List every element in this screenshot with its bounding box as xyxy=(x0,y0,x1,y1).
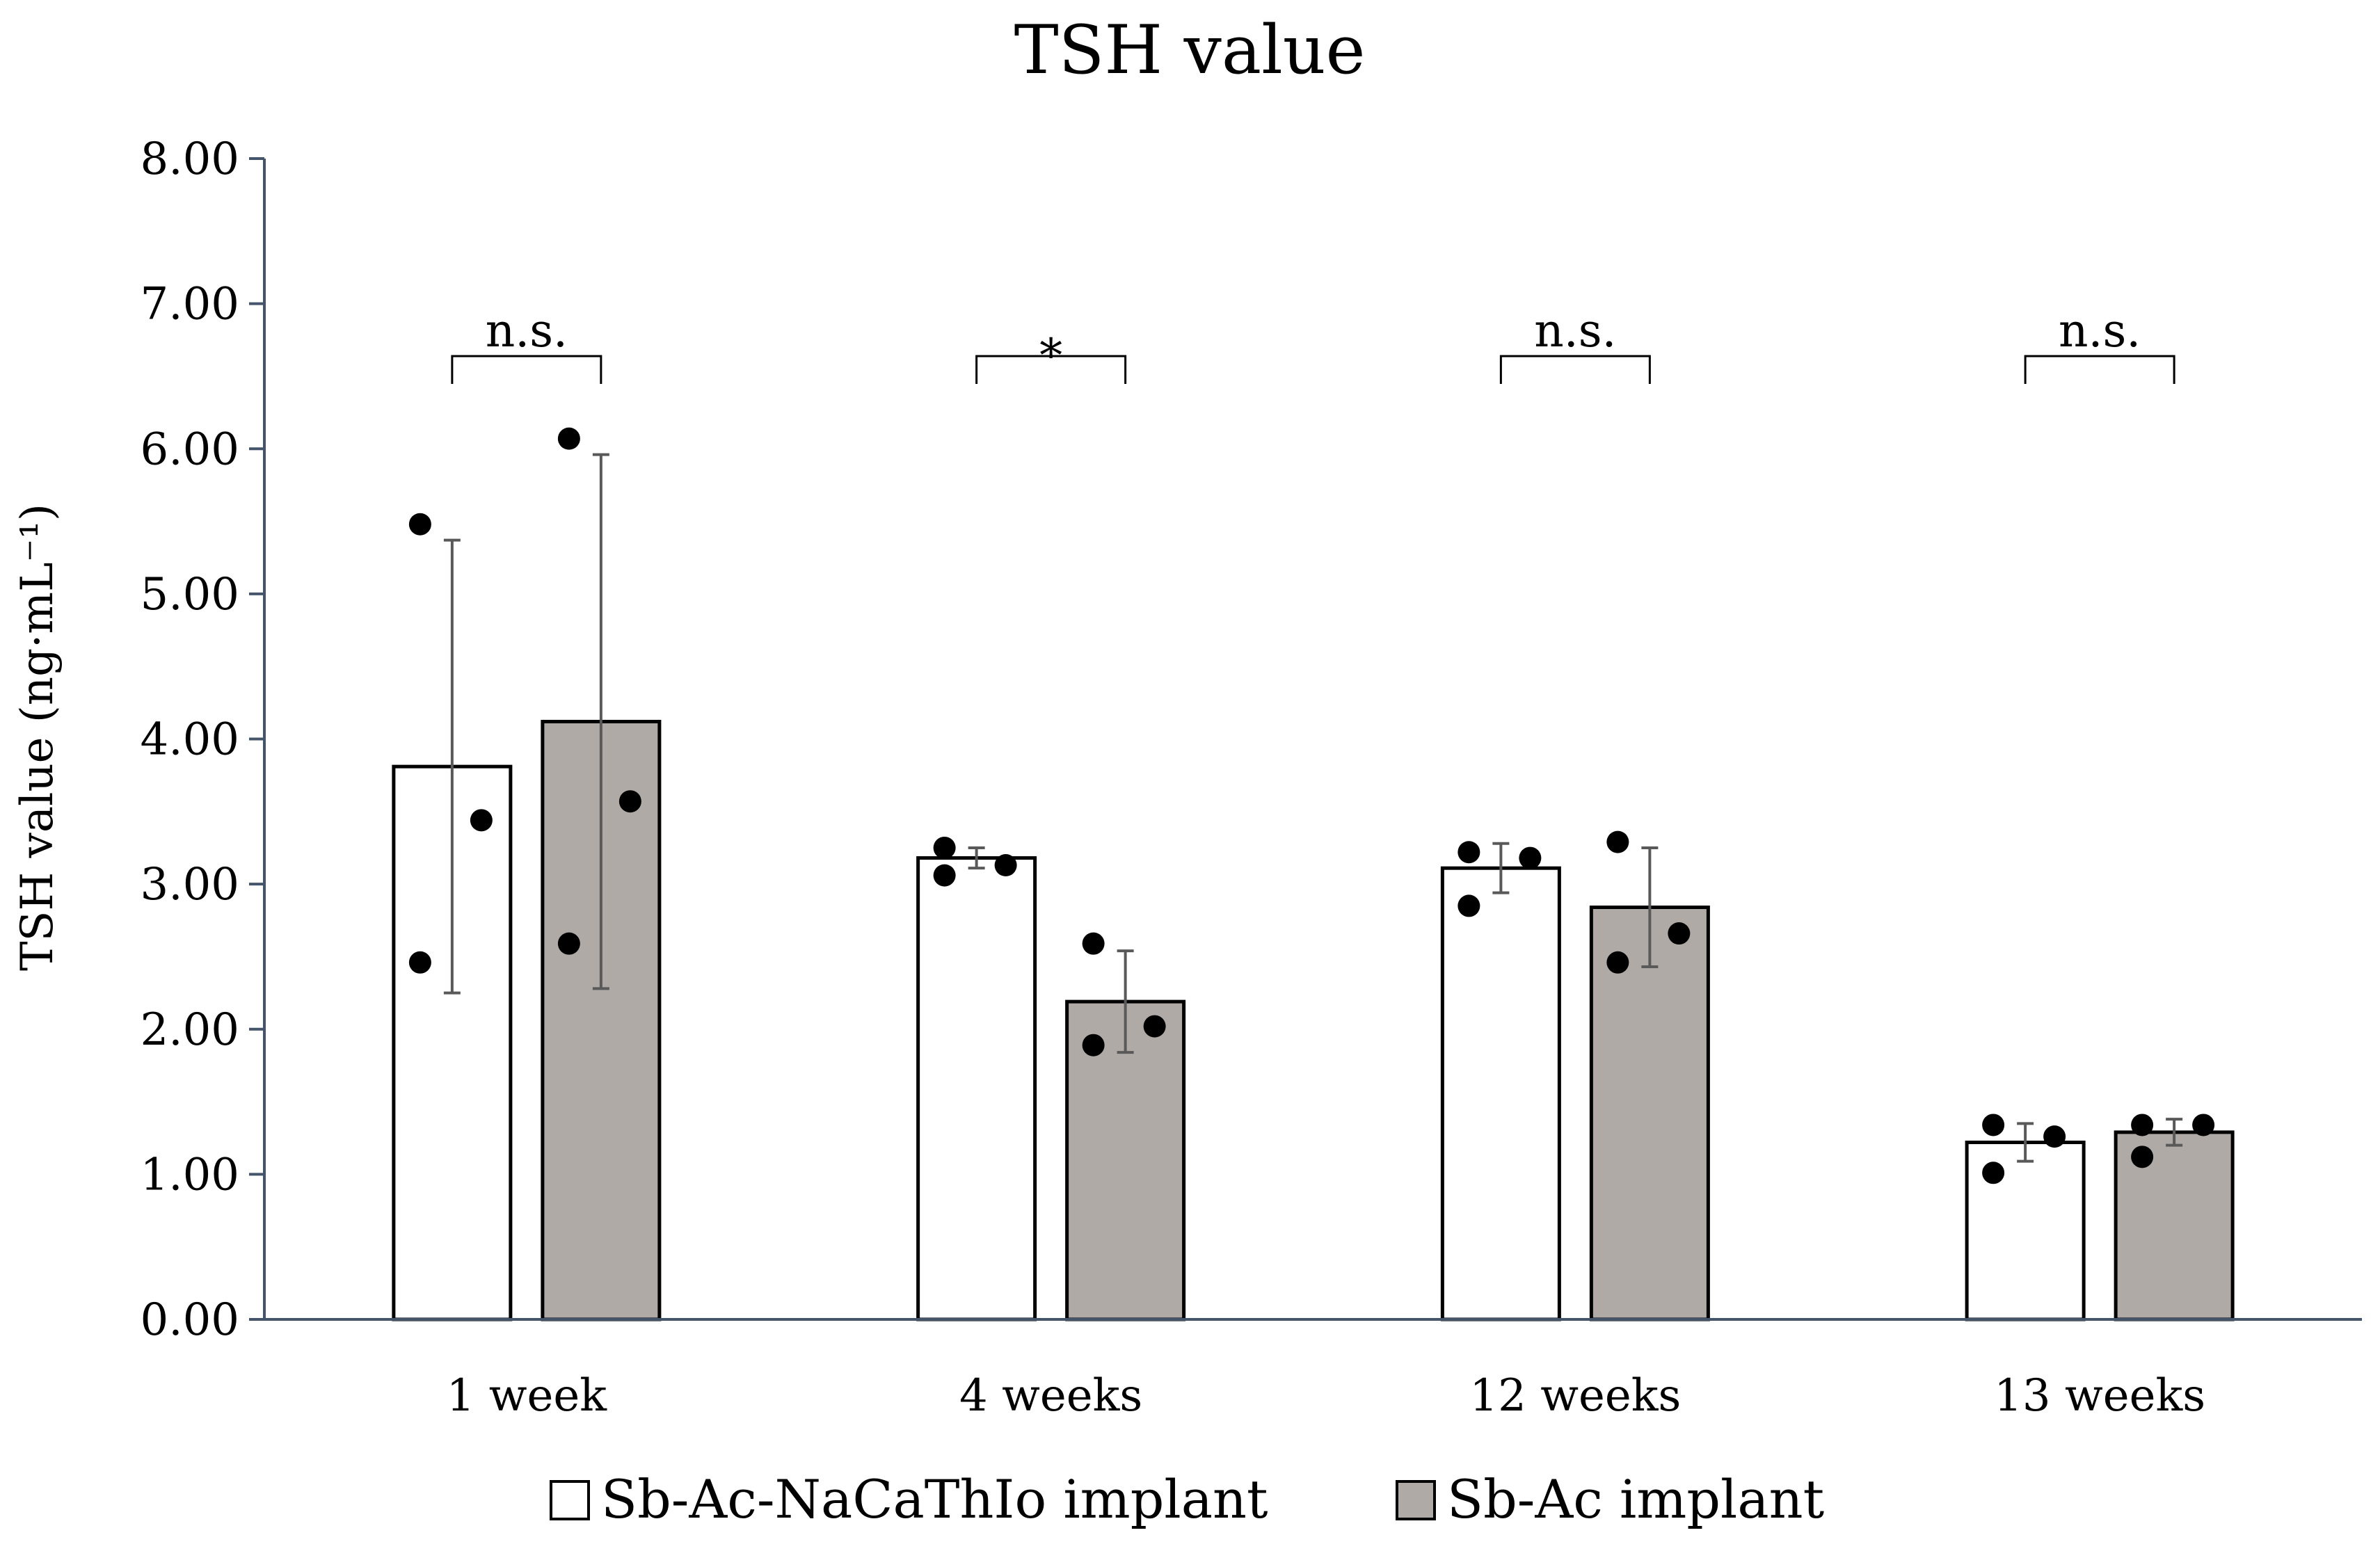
legend-label-sb-ac: Sb-Ac implant xyxy=(1447,1468,1824,1530)
data-point xyxy=(994,854,1017,877)
data-point xyxy=(1982,1162,2005,1184)
data-point xyxy=(408,951,431,974)
y-tick-label: 4.00 xyxy=(141,714,240,766)
y-tick-label: 0.00 xyxy=(141,1294,240,1346)
y-axis-ticks: 0.00 1.00 2.00 3.00 4.00 5.00 6.00 7.00 8.00 xyxy=(141,134,264,1346)
data-point xyxy=(408,513,431,536)
axes-group xyxy=(263,159,2362,1321)
data-point xyxy=(2131,1114,2154,1136)
data-point xyxy=(618,790,641,813)
significance-label: * xyxy=(1039,329,1062,383)
bar-sb-ac-nacathio-implant-12-weeks xyxy=(1440,866,1561,1321)
data-points-group xyxy=(408,427,2215,1184)
data-point xyxy=(1457,841,1480,864)
significance-bracket xyxy=(1499,355,1651,384)
y-tick-label: 1.00 xyxy=(141,1149,240,1200)
data-point xyxy=(1982,1114,2005,1136)
significance-bracket xyxy=(2024,355,2175,384)
y-tick-label: 7.00 xyxy=(141,279,240,330)
y-axis-label: TSH value (ng·mL⁻¹) xyxy=(12,504,63,971)
data-point xyxy=(933,864,956,887)
y-tick-label: 8.00 xyxy=(141,134,240,185)
category-labels-group: 1 week 4 weeks 12 weeks 13 weeks xyxy=(447,1370,2205,1422)
data-point xyxy=(557,932,580,955)
data-point xyxy=(1082,1034,1105,1056)
legend-label-sb-ac-nacathio: Sb-Ac-NaCaThIo implant xyxy=(601,1468,1268,1530)
y-tick-label: 5.00 xyxy=(141,569,240,620)
data-point xyxy=(557,427,580,450)
data-point xyxy=(1082,932,1105,955)
x-category-label: 13 weeks xyxy=(1994,1370,2205,1422)
x-category-label: 4 weeks xyxy=(959,1370,1142,1422)
error-bars-group xyxy=(443,453,2183,1163)
y-tick-label: 6.00 xyxy=(141,424,240,475)
significance-bracket xyxy=(451,355,602,384)
data-point xyxy=(1668,922,1691,945)
data-point xyxy=(1606,951,1629,974)
y-tick-label: 3.00 xyxy=(141,859,240,910)
legend-swatch-sb-ac-nacathio xyxy=(550,1480,590,1520)
x-category-label: 1 week xyxy=(447,1370,608,1422)
data-point xyxy=(2192,1114,2215,1136)
bar-sb-ac-nacathio-implant-4-weeks xyxy=(916,856,1037,1321)
data-point xyxy=(1457,894,1480,917)
significance-label: n.s. xyxy=(1534,304,1616,357)
data-point xyxy=(470,809,493,832)
significance-label: n.s. xyxy=(2059,304,2141,357)
data-point xyxy=(2131,1146,2154,1168)
significance-label: n.s. xyxy=(486,304,568,357)
bars-group xyxy=(392,719,2235,1321)
legend: Sb-Ac-NaCaThIo implant Sb-Ac implant xyxy=(550,1468,1824,1530)
data-point xyxy=(2043,1125,2066,1148)
x-category-label: 12 weeks xyxy=(1469,1370,1681,1422)
data-point xyxy=(1519,846,1542,869)
y-tick-label: 2.00 xyxy=(141,1004,240,1056)
legend-swatch-sb-ac xyxy=(1396,1480,1436,1520)
data-point xyxy=(933,836,956,859)
chart-title: TSH value xyxy=(1014,11,1366,89)
significance-group: n.s. * n.s. n.s. xyxy=(451,304,2175,384)
significance-bracket xyxy=(975,355,1127,384)
data-point xyxy=(1606,830,1629,853)
data-point xyxy=(1143,1015,1166,1038)
